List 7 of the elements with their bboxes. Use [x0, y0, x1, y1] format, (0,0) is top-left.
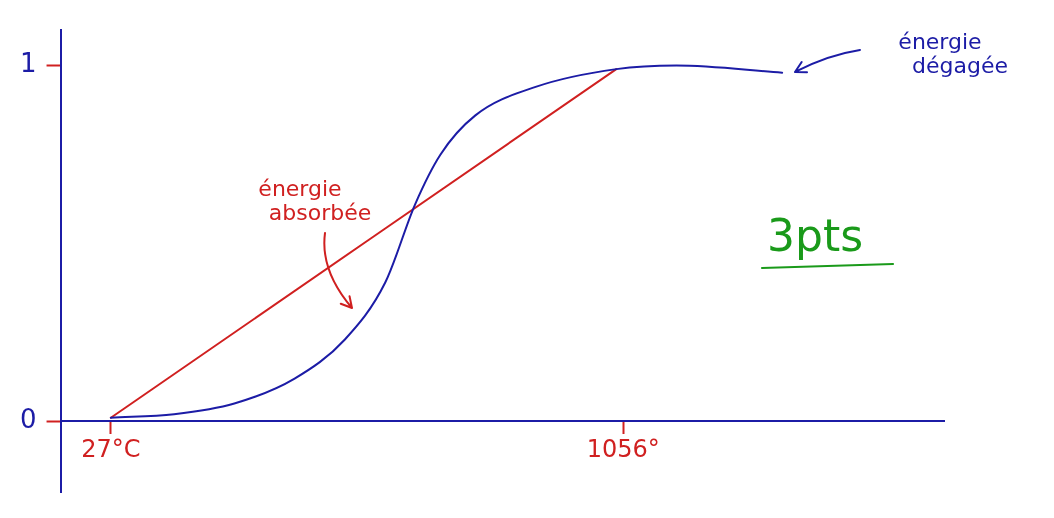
- annotation: énergie dégagée: [898, 28, 1008, 78]
- y-tick-label: 1: [20, 48, 37, 79]
- y-tick-label: 0: [20, 404, 37, 435]
- annotation: 3pts: [766, 210, 864, 262]
- x-tick-label: 27°C: [81, 434, 141, 463]
- x-tick-label: 1056°: [586, 434, 660, 463]
- annotation: énergie absorbée: [258, 175, 372, 225]
